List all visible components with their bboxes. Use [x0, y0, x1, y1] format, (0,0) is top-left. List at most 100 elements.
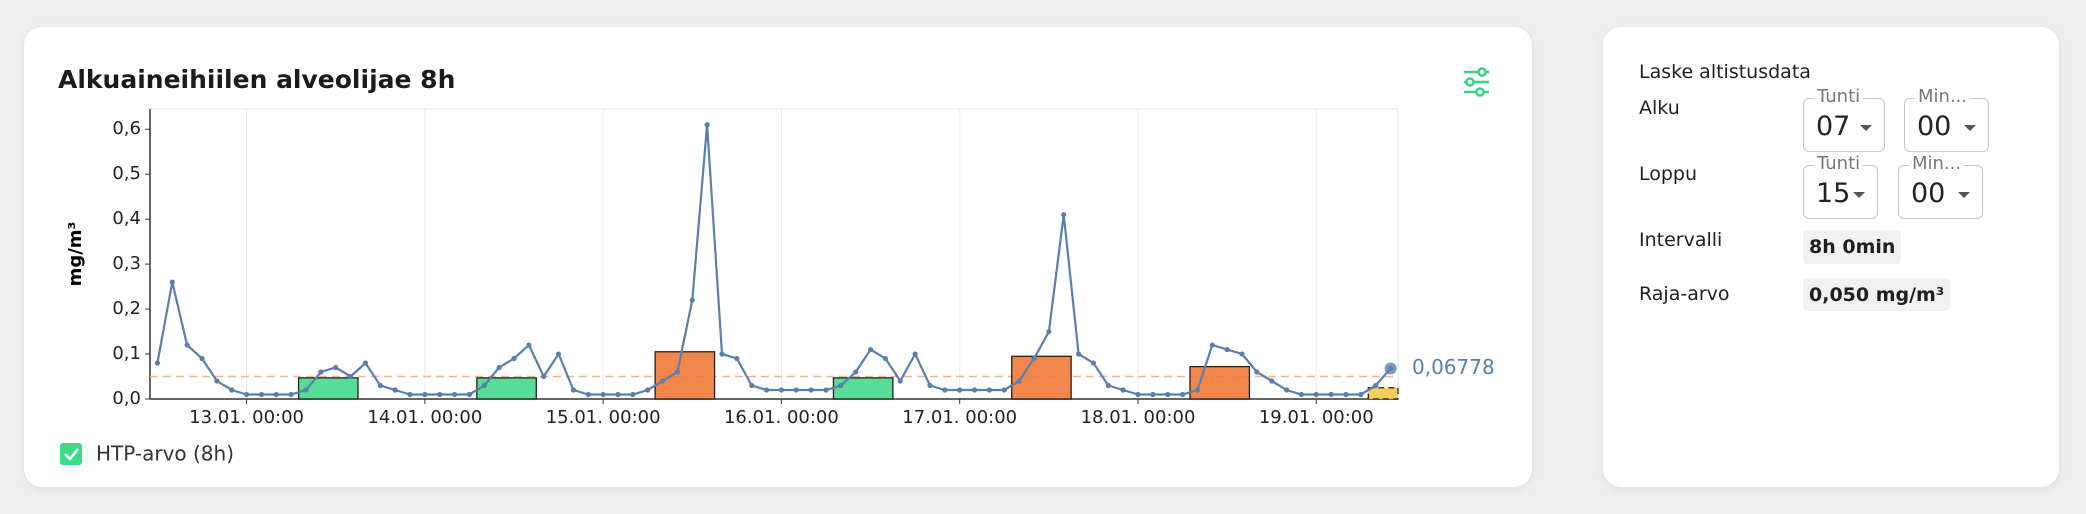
data-point: [511, 355, 517, 362]
data-point: [451, 391, 458, 398]
data-point: [1165, 391, 1171, 398]
caret: [1958, 192, 1970, 198]
minute-select[interactable]: Min... 00: [1898, 153, 1983, 219]
data-point: [867, 346, 874, 353]
data-point: [763, 387, 770, 393]
minute-select[interactable]: Min... 00: [1904, 86, 1989, 152]
y-tick-label: 0,5: [112, 163, 141, 184]
hour-select[interactable]: Tunti 15: [1803, 153, 1878, 219]
data-point: [912, 351, 918, 357]
data-point: [882, 355, 889, 362]
settings-icon[interactable]: [1464, 67, 1489, 97]
panel-title: Laske altistusdata: [1639, 61, 1811, 83]
data-point: [704, 122, 710, 128]
data-point: [1120, 387, 1126, 393]
data-point: [318, 369, 324, 375]
htp-window: [1189, 365, 1251, 400]
x-tick-label: 13.01. 00:00: [189, 407, 304, 428]
chart-title: Alkuaineihiilen alveolijae 8h: [58, 65, 455, 94]
data-point: [734, 355, 740, 362]
data-point: [793, 387, 799, 393]
chart: Alkuaineihiilen alveolijae 8h mg/m³ HTP-…: [58, 65, 1495, 466]
hour-select[interactable]: Tunti 07: [1803, 86, 1885, 152]
legend-label[interactable]: HTP-arvo (8h): [96, 442, 234, 466]
data-point: [481, 382, 487, 389]
data-point: [823, 387, 829, 393]
data-point: [1090, 360, 1097, 366]
interval-label: Intervalli: [1639, 229, 1723, 251]
data-point: [1075, 351, 1082, 357]
htp-window: [476, 377, 537, 400]
data-point: [585, 391, 591, 398]
select-caption: Min...: [1909, 153, 1965, 174]
data-point: [526, 342, 532, 348]
data-point: [1373, 382, 1379, 389]
htp-window: [832, 377, 894, 400]
data-point: [615, 391, 621, 398]
data-point: [659, 378, 666, 384]
data-point: [927, 382, 933, 389]
end-marker: [1384, 362, 1397, 375]
data-point: [1001, 387, 1007, 393]
data-point: [1313, 391, 1319, 398]
legend-checkbox[interactable]: [60, 443, 82, 465]
data-point: [1135, 391, 1141, 398]
data-point: [778, 387, 785, 393]
plot-frame: [149, 108, 1399, 400]
data-point: [630, 391, 636, 398]
data-point: [853, 369, 859, 375]
x-tick-label: 17.01. 00:00: [902, 407, 1017, 428]
data-point: [838, 382, 844, 389]
x-tick-label: 15.01. 00:00: [546, 407, 661, 428]
data-point: [273, 391, 279, 398]
x-tick-label: 18.01. 00:00: [1081, 407, 1196, 428]
data-point: [407, 391, 413, 398]
x-tick-label: 16.01. 00:00: [724, 407, 839, 428]
row-label: Loppu: [1639, 163, 1698, 185]
data-point: [645, 387, 651, 393]
data-point: [1150, 391, 1156, 398]
data-point: [422, 391, 428, 398]
side-panel: Laske altistusdata Alku Tunti 07 Min... 00…: [1603, 27, 2059, 487]
data-point: [392, 387, 398, 393]
data-point: [674, 369, 681, 375]
data-point: [333, 364, 339, 371]
data-point: [1105, 382, 1111, 389]
data-point: [347, 373, 354, 380]
limit-label: Raja-arvo: [1639, 283, 1730, 305]
data-point: [1194, 387, 1201, 393]
data-point: [184, 342, 190, 348]
data-point: [437, 391, 443, 398]
htp-window: [654, 351, 716, 400]
data-point: [570, 387, 577, 393]
data-point: [541, 373, 547, 380]
interval-value: 8h 0min: [1803, 230, 1902, 264]
data-point: [1328, 391, 1334, 398]
caret: [1860, 125, 1872, 131]
checkmark: [64, 448, 79, 461]
data-point: [1254, 369, 1260, 375]
data-point: [466, 391, 473, 398]
data-point: [1224, 346, 1230, 353]
data-point: [749, 382, 755, 389]
data-point: [288, 391, 294, 398]
data-point: [1269, 378, 1275, 384]
y-tick-label: 0,3: [112, 253, 141, 274]
y-tick-label: 0,0: [112, 388, 141, 409]
y-axis-label: mg/m³: [65, 222, 86, 287]
y-tick-label: 0,4: [112, 208, 141, 229]
data-point: [258, 391, 265, 398]
y-tick-label: 0,2: [112, 298, 141, 319]
data-point: [229, 387, 235, 393]
select-value: 00: [1911, 178, 1946, 209]
data-point: [1239, 351, 1245, 357]
data-point: [377, 382, 383, 389]
data-point: [214, 378, 220, 384]
caret: [1964, 125, 1976, 131]
htp-window: [1367, 387, 1399, 400]
select-value: 00: [1917, 111, 1952, 142]
data-point: [719, 351, 725, 357]
data-point: [169, 279, 175, 285]
limit-value: 0,050 mg/m³: [1803, 278, 1951, 311]
